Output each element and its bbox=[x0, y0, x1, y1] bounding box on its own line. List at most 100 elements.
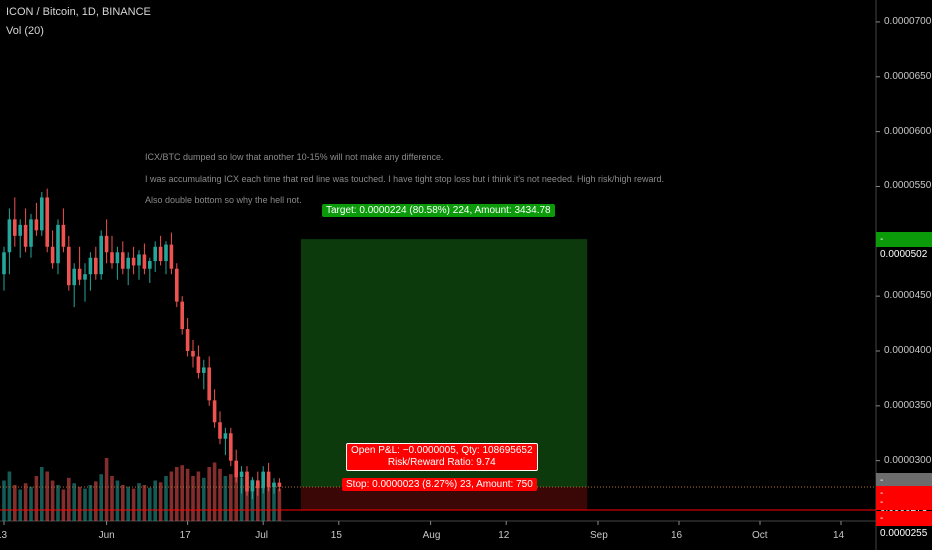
volume-bar bbox=[142, 485, 147, 521]
price-tag: - 0.0000255 bbox=[876, 511, 932, 539]
target-label: Target: 0.0000224 (80.58%) 224, Amount: … bbox=[322, 204, 555, 217]
candle-body bbox=[29, 219, 33, 247]
volume-bar bbox=[115, 480, 120, 521]
candle-body bbox=[126, 257, 130, 269]
candle-body bbox=[191, 350, 195, 357]
candle-body bbox=[148, 261, 152, 269]
volume-bar bbox=[169, 471, 174, 521]
volume-bar bbox=[77, 486, 82, 521]
candle-body bbox=[110, 252, 114, 264]
candle-body bbox=[104, 235, 109, 253]
volume-bar bbox=[277, 488, 282, 521]
chart-symbol-title: ICON / Bitcoin, 1D, BINANCE bbox=[6, 6, 151, 18]
volume-bar bbox=[272, 483, 276, 521]
volume-bar bbox=[104, 458, 109, 521]
note-line-2: I was accumulating ICX each time that re… bbox=[145, 174, 664, 184]
price-tick-label: 0.0000400 bbox=[884, 344, 932, 356]
candle-body bbox=[250, 480, 255, 492]
volume-bar bbox=[18, 489, 22, 521]
volume-bar bbox=[202, 477, 206, 521]
candle-body bbox=[229, 433, 233, 461]
volume-indicator-label: Vol (20) bbox=[6, 25, 44, 37]
candle-body bbox=[137, 254, 141, 266]
volume-bar bbox=[245, 476, 249, 521]
candle-body bbox=[207, 367, 211, 401]
candle-body bbox=[142, 254, 147, 269]
candle-body bbox=[169, 244, 174, 269]
volume-bar bbox=[180, 465, 184, 521]
candle-body bbox=[256, 480, 260, 489]
volume-bar bbox=[126, 486, 130, 521]
volume-bar bbox=[94, 481, 98, 521]
volume-bar bbox=[207, 467, 211, 521]
price-tag: - 0.0000255 bbox=[876, 495, 932, 523]
price-tag: - 0.0000502 bbox=[876, 232, 932, 260]
note-line-1: ICX/BTC dumped so low that another 10-15… bbox=[145, 152, 444, 162]
candle-body bbox=[77, 268, 82, 280]
candle-body bbox=[83, 274, 87, 280]
candle-body bbox=[218, 422, 222, 439]
volume-bar bbox=[218, 468, 222, 521]
candle-body bbox=[7, 219, 12, 253]
volume-bar bbox=[61, 489, 66, 521]
volume-bar bbox=[34, 476, 39, 521]
volume-bar bbox=[83, 488, 87, 521]
candle-body bbox=[115, 252, 120, 264]
volume-bar bbox=[266, 477, 271, 521]
candle-body bbox=[277, 482, 282, 487]
volume-bar bbox=[2, 480, 6, 521]
candle-body bbox=[261, 471, 265, 489]
volume-bar bbox=[45, 471, 49, 521]
candle-body bbox=[67, 246, 71, 286]
time-tick-label: 12 bbox=[498, 530, 510, 541]
time-tick-label: Jul bbox=[255, 530, 268, 541]
note-line-3: Also double bottom so why the hell not. bbox=[145, 195, 302, 205]
volume-bar bbox=[229, 474, 233, 521]
volume-bar bbox=[239, 477, 244, 521]
volume-bar bbox=[234, 471, 238, 521]
candle-body bbox=[40, 197, 44, 231]
price-tick-label: 0.0000700 bbox=[884, 15, 932, 27]
candle-body bbox=[212, 400, 217, 423]
candle-body bbox=[180, 301, 184, 330]
candle-body bbox=[61, 224, 66, 247]
candle-body bbox=[50, 246, 55, 264]
candle-body bbox=[202, 367, 206, 373]
stop-label: Stop: 0.0000023 (8.27%) 23, Amount: 750 bbox=[342, 478, 537, 491]
price-tick-label: 0.0000600 bbox=[884, 125, 932, 137]
volume-bar bbox=[148, 487, 152, 521]
volume-bar bbox=[56, 485, 60, 521]
volume-bar bbox=[191, 476, 195, 521]
volume-bar bbox=[67, 477, 71, 521]
time-tick-label: 16 bbox=[671, 530, 683, 541]
volume-bar bbox=[72, 483, 76, 521]
candle-body bbox=[239, 471, 244, 478]
candle-body bbox=[94, 257, 98, 275]
candle-body bbox=[2, 252, 6, 275]
volume-bar bbox=[261, 474, 265, 521]
candle-body bbox=[175, 268, 179, 302]
candle-body bbox=[121, 252, 125, 269]
volume-bar bbox=[185, 468, 190, 521]
candle-body bbox=[234, 460, 238, 478]
time-tick-label: Sep bbox=[590, 530, 608, 541]
candle-body bbox=[185, 329, 190, 351]
time-tick-label: Aug bbox=[422, 530, 441, 541]
price-tick-label: 0.0000300 bbox=[884, 454, 932, 466]
volume-bar bbox=[50, 480, 55, 521]
volume-bar bbox=[131, 488, 136, 521]
candle-body bbox=[13, 219, 17, 236]
volume-bar bbox=[13, 485, 17, 521]
candle-body bbox=[131, 257, 136, 266]
pnl-box: Open P&L: −0.0000005, Qty: 108695652 Ris… bbox=[346, 443, 538, 471]
candle-body bbox=[158, 246, 163, 262]
volume-bar bbox=[110, 476, 114, 521]
volume-bar bbox=[212, 462, 217, 521]
candle-body bbox=[245, 471, 249, 492]
time-tick-label: 17 bbox=[179, 530, 191, 541]
volume-bar bbox=[256, 481, 260, 521]
volume-bar bbox=[158, 482, 163, 521]
volume-bar bbox=[23, 483, 28, 521]
candle-body bbox=[153, 246, 157, 262]
candle-body bbox=[266, 471, 271, 487]
